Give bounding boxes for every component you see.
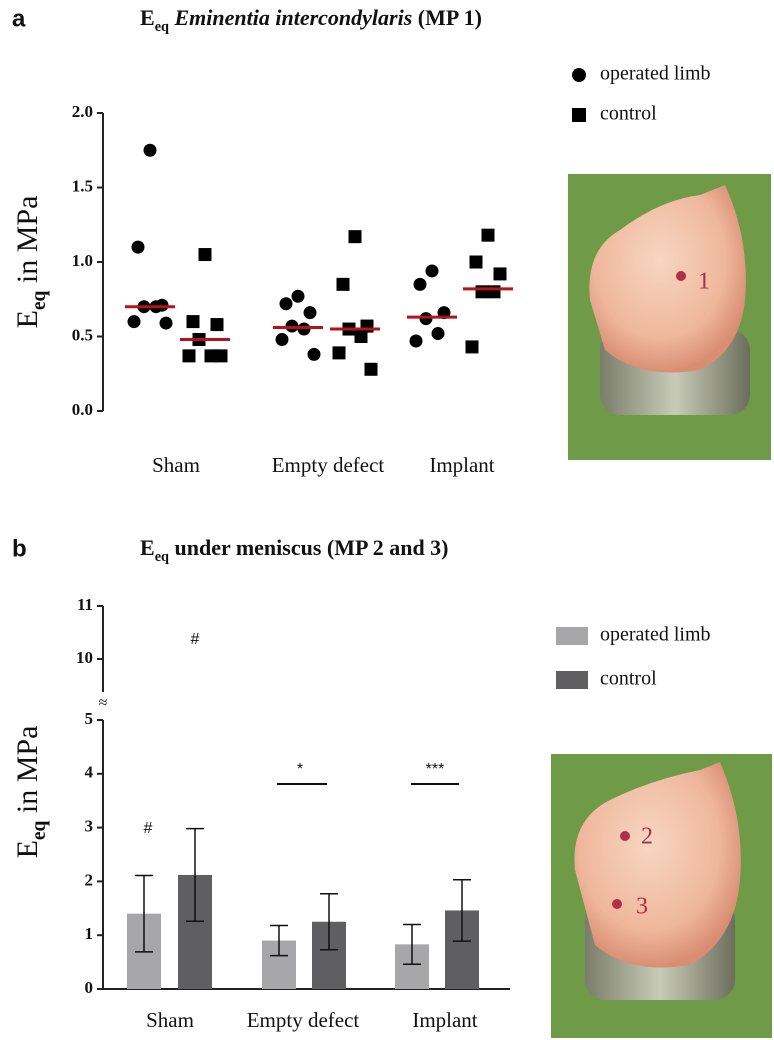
data-point — [364, 362, 378, 376]
photo-label: 2 — [641, 824, 653, 850]
chart-title-part: E — [140, 535, 155, 560]
y-axis-label: Eeq in MPa — [11, 196, 50, 329]
annotation: # — [144, 820, 153, 837]
legend-swatch — [556, 671, 588, 689]
data-point — [348, 230, 362, 244]
chart-title: Eeq under meniscus (MP 2 and 3) — [140, 535, 449, 565]
y-tick-label: 0.5 — [72, 325, 93, 344]
legend-swatch — [556, 627, 588, 645]
x-tick-label: Implant — [429, 453, 494, 477]
chart-title-part: E — [140, 5, 155, 30]
legend-marker — [572, 68, 586, 82]
y-tick-label: 2 — [85, 870, 94, 889]
legend-label: control — [600, 668, 657, 690]
data-point — [487, 285, 501, 299]
axis-break: ≈ — [99, 695, 108, 712]
x-tick-label: Implant — [412, 1008, 477, 1032]
data-point — [291, 289, 305, 303]
chart-title-part: eq — [155, 19, 169, 35]
x-tick-label: Sham — [146, 1008, 194, 1032]
data-point — [332, 346, 346, 360]
y-tick-label: 2.0 — [72, 102, 93, 121]
chart-title-part: under meniscus (MP 2 and 3) — [169, 535, 449, 560]
data-point — [303, 306, 317, 320]
photo-a — [568, 174, 771, 460]
legend-label: operated limb — [600, 624, 711, 646]
y-tick-label: 1.0 — [72, 251, 93, 270]
y-tick-label: 10 — [76, 648, 93, 667]
data-point — [204, 349, 218, 363]
y-tick-label: 0 — [85, 978, 94, 997]
y-tick-label: 5 — [85, 709, 94, 728]
chart-title-part: (MP 1) — [412, 5, 482, 30]
y-tick-label: 4 — [85, 763, 94, 782]
data-point — [413, 277, 427, 291]
data-point — [481, 228, 495, 242]
y-tick-label: 1 — [85, 924, 94, 943]
chart-title-part: eq — [155, 549, 169, 565]
legend-marker — [572, 108, 586, 122]
legend-label: operated limb — [600, 63, 711, 85]
data-point — [431, 327, 445, 341]
data-point — [186, 315, 200, 329]
data-point — [475, 285, 489, 299]
chart-title: Eeq Eminentia intercondylaris (MP 1) — [140, 5, 482, 35]
legend-label: control — [600, 103, 657, 125]
data-point — [198, 248, 212, 262]
photo-b — [551, 754, 772, 1038]
photo-label: 3 — [636, 894, 648, 920]
data-point — [127, 315, 141, 329]
data-point — [279, 297, 293, 311]
y-axis-label-part: eq — [29, 290, 50, 310]
annotation: *** — [426, 761, 445, 778]
y-tick-label: 11 — [77, 595, 93, 614]
photo-label: 1 — [698, 269, 710, 295]
y-axis-label-part: in MPa — [11, 726, 44, 821]
data-point — [493, 267, 507, 281]
data-point — [143, 143, 157, 157]
data-point — [275, 332, 289, 346]
data-point — [409, 334, 423, 348]
y-axis-label-part: eq — [29, 820, 50, 840]
panel-letter: a — [12, 5, 26, 32]
data-point — [469, 255, 483, 269]
data-point — [131, 240, 145, 254]
data-point — [159, 316, 173, 330]
data-point — [307, 347, 321, 361]
data-point — [354, 330, 368, 343]
data-point — [425, 264, 439, 278]
y-axis-label-part: E — [11, 310, 44, 328]
x-tick-label: Empty defect — [272, 453, 385, 477]
panel-letter: b — [12, 535, 27, 562]
chart-title-part: Eminentia intercondylaris — [174, 5, 413, 30]
y-tick-label: 0.0 — [72, 400, 93, 419]
y-tick-label: 3 — [85, 817, 94, 836]
data-point — [465, 340, 479, 354]
data-point — [210, 318, 224, 332]
x-tick-label: Sham — [152, 453, 200, 477]
y-tick-label: 1.5 — [72, 176, 93, 195]
data-point — [336, 277, 350, 291]
y-axis-label: Eeq in MPa — [11, 726, 50, 859]
data-point — [214, 349, 228, 363]
y-axis-label-part: in MPa — [11, 196, 44, 291]
x-tick-label: Empty defect — [247, 1008, 360, 1032]
annotation: * — [297, 761, 303, 778]
y-axis-label-part: E — [11, 840, 44, 858]
data-point — [182, 349, 196, 363]
annotation: # — [191, 631, 200, 648]
